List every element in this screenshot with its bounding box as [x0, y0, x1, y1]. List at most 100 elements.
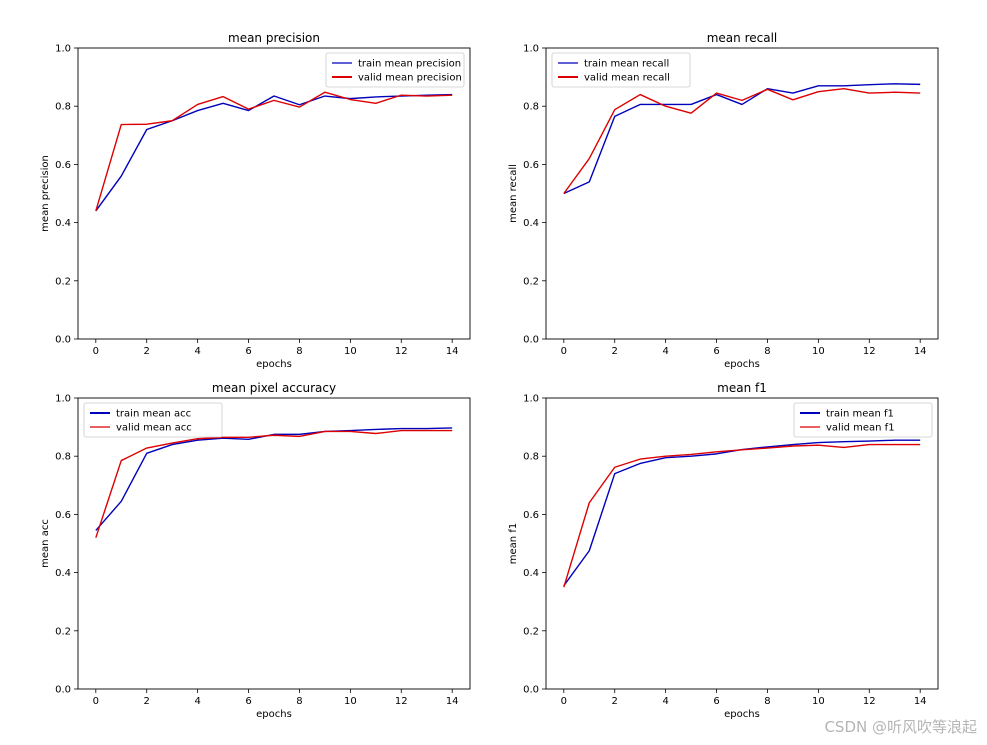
legend-box — [551, 52, 691, 88]
chart-panel-4: mean f1 0 2 4 6 8 10 12 14 0.0 0.2 0.4 0.6 0.8 1.0 epoc… — [508, 381, 939, 720]
y-tick-label: 1.0 — [523, 394, 539, 405]
legend-label: train mean f1 — [826, 409, 894, 420]
y-tick-label: 0.6 — [55, 510, 71, 521]
plot-frame — [77, 397, 471, 690]
x-axis-label: epochs — [256, 709, 292, 720]
watermark: CSDN @听风吹等浪起 — [824, 718, 977, 736]
x-tick-label: 10 — [812, 696, 825, 707]
legend-box — [325, 52, 465, 88]
series-line-valid — [95, 91, 453, 212]
x-tick-label: 10 — [344, 696, 357, 707]
x-tick-label: 6 — [245, 346, 251, 357]
y-tick-label: 1.0 — [55, 44, 71, 55]
y-tick-label: 0.2 — [55, 626, 71, 637]
chart-panel-2: mean recall 0 2 4 6 8 10 12 14 0.0 0.2 0.4 0.6 0.8 1.0… — [508, 31, 939, 370]
y-tick-label: 0.8 — [55, 102, 71, 113]
y-tick-label: 0.8 — [55, 452, 71, 463]
x-tick-label: 4 — [662, 696, 668, 707]
x-tick-label: 10 — [812, 346, 825, 357]
y-axis-label: mean precision — [40, 155, 51, 232]
x-axis-label: epochs — [724, 709, 760, 720]
x-tick-label: 2 — [612, 696, 618, 707]
y-tick-label: 0.0 — [55, 335, 71, 346]
y-tick-label: 0.4 — [55, 568, 71, 579]
y-tick-label: 1.0 — [55, 394, 71, 405]
y-tick-label: 0.2 — [523, 626, 539, 637]
legend-label: train mean recall — [584, 59, 669, 70]
legend: train mean acc valid mean acc — [83, 402, 223, 438]
plot-frame — [545, 397, 939, 690]
x-tick-label: 12 — [863, 346, 876, 357]
chart-title: mean pixel accuracy — [212, 381, 336, 395]
chart-title: mean f1 — [717, 381, 767, 395]
legend-box — [793, 402, 933, 438]
x-tick-label: 12 — [395, 346, 408, 357]
series-line-train — [95, 93, 453, 212]
legend-label: train mean acc — [116, 409, 191, 420]
legend: train mean recall valid mean recall — [551, 52, 691, 88]
y-axis-label: mean acc — [40, 519, 51, 568]
x-tick-label: 2 — [144, 696, 150, 707]
chart-title: mean precision — [228, 31, 320, 45]
y-tick-label: 0.4 — [55, 218, 71, 229]
x-tick-label: 4 — [662, 346, 668, 357]
y-tick-label: 0.0 — [523, 685, 539, 696]
legend-label: valid mean recall — [584, 73, 670, 84]
y-tick-label: 0.4 — [523, 568, 539, 579]
series-line-train — [563, 439, 921, 587]
y-tick-label: 0.4 — [523, 218, 539, 229]
x-tick-label: 6 — [713, 346, 719, 357]
legend-label: valid mean acc — [116, 423, 192, 434]
x-tick-label: 12 — [863, 696, 876, 707]
x-tick-label: 6 — [713, 696, 719, 707]
y-tick-label: 0.8 — [523, 452, 539, 463]
legend: train mean precision valid mean precision — [325, 52, 465, 88]
y-tick-label: 0.2 — [55, 276, 71, 287]
x-tick-label: 14 — [446, 346, 459, 357]
x-axis-label: epochs — [256, 359, 292, 370]
x-tick-label: 2 — [144, 346, 150, 357]
chart-panel-1: mean precision 0 2 4 6 8 10 12 14 0.0 0.2 0.4 0.6 0.8… — [40, 31, 471, 370]
x-tick-label: 14 — [914, 346, 927, 357]
x-tick-label: 12 — [395, 696, 408, 707]
legend-label: valid mean precision — [358, 73, 462, 84]
y-tick-label: 0.6 — [55, 160, 71, 171]
x-tick-label: 8 — [296, 696, 302, 707]
x-tick-label: 4 — [194, 346, 200, 357]
legend-box — [83, 402, 223, 438]
legend-label: valid mean f1 — [826, 423, 895, 434]
x-tick-label: 0 — [93, 696, 99, 707]
x-axis-label: epochs — [724, 359, 760, 370]
plot-frame — [545, 47, 939, 340]
y-axis-label: mean recall — [508, 164, 519, 223]
series-line-train — [563, 83, 921, 195]
series-line-valid — [563, 443, 921, 588]
series-line-valid — [563, 88, 921, 194]
x-tick-label: 2 — [612, 346, 618, 357]
x-tick-label: 14 — [914, 696, 927, 707]
x-tick-label: 0 — [561, 346, 567, 357]
plot-frame — [77, 47, 471, 340]
x-tick-label: 4 — [194, 696, 200, 707]
x-tick-label: 8 — [764, 696, 770, 707]
legend-label: train mean precision — [358, 59, 461, 70]
x-tick-label: 0 — [93, 346, 99, 357]
y-tick-label: 0.6 — [523, 160, 539, 171]
y-tick-label: 0.0 — [55, 685, 71, 696]
chart-title: mean recall — [707, 31, 778, 45]
y-tick-label: 0.0 — [523, 335, 539, 346]
x-tick-label: 6 — [245, 696, 251, 707]
y-tick-label: 1.0 — [523, 44, 539, 55]
x-tick-label: 14 — [446, 696, 459, 707]
series-line-train — [95, 427, 453, 531]
y-tick-label: 0.2 — [523, 276, 539, 287]
series-line-valid — [95, 429, 453, 538]
x-tick-label: 8 — [764, 346, 770, 357]
y-tick-label: 0.8 — [523, 102, 539, 113]
y-tick-label: 0.6 — [523, 510, 539, 521]
x-tick-label: 8 — [296, 346, 302, 357]
legend: train mean f1 valid mean f1 — [793, 402, 933, 438]
x-tick-label: 0 — [561, 696, 567, 707]
y-axis-label: mean f1 — [508, 523, 519, 564]
